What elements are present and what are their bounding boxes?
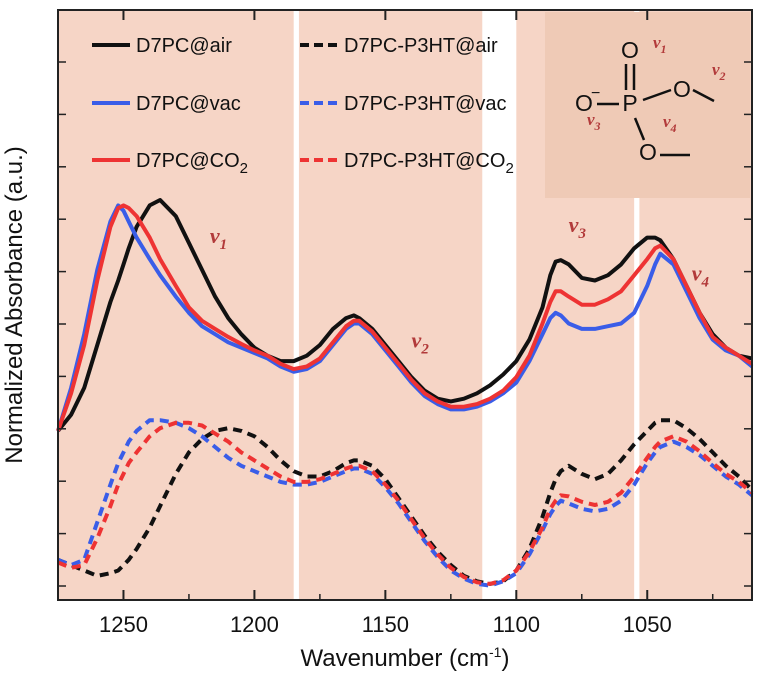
y-axis-title: Normalized Absorbance (a.u.) <box>1 146 28 463</box>
shaded-region-2 <box>298 10 483 600</box>
atom-o-top: O <box>621 37 639 63</box>
molecule-peak-label: v4 <box>663 112 677 135</box>
molecule-peak-label: v3 <box>587 110 601 133</box>
molecule-background <box>545 12 750 198</box>
atom-o-left: O <box>575 90 593 116</box>
legend: D7PC@air D7PC@vac D7PC@CO2 D7PC-P3HT@air D7P… <box>92 35 514 177</box>
x-tick-label: 1200 <box>230 612 279 637</box>
atom-o-right: O <box>673 76 691 102</box>
peak-label: v1 <box>210 223 227 253</box>
atom-o-bottom: O <box>639 139 657 165</box>
series-line-6 <box>57 420 754 586</box>
bond <box>692 88 715 103</box>
legend-label: D7PC@air <box>136 35 232 57</box>
legend-label: D7PC@vac <box>136 93 241 115</box>
x-axis-title: Wavenumber (cm-1) <box>301 644 510 672</box>
molecule-box <box>545 12 750 198</box>
axis-ticks: 1250 1200 1150 1100 1050 <box>57 10 752 637</box>
legend-label: D7PC-P3HT@vac <box>344 93 507 115</box>
series-line-5 <box>57 418 754 588</box>
legend-label: D7PC@CO2 <box>136 150 248 177</box>
shaded-region-1 <box>58 10 294 600</box>
x-tick-label: 1050 <box>623 612 672 637</box>
molecule-peak-label: v2 <box>712 60 726 83</box>
atom-p: P <box>622 90 637 116</box>
plot-frame <box>57 9 753 601</box>
series-layer <box>56 198 754 588</box>
legend-label: D7PC-P3HT@CO2 <box>344 150 514 177</box>
bond <box>633 117 646 141</box>
x-tick-label: 1250 <box>99 612 148 637</box>
peak-label: v3 <box>569 212 587 242</box>
peak-label: v4 <box>692 261 710 291</box>
peak-label: v2 <box>412 328 430 358</box>
x-tick-label: 1100 <box>493 612 540 637</box>
x-tick-label: 1150 <box>362 612 409 637</box>
peak-annotations: v1 v2 v3 v4 <box>210 212 710 357</box>
legend-label: D7PC-P3HT@air <box>344 35 498 57</box>
bond <box>642 88 672 102</box>
molecule-peak-label: v1 <box>653 33 667 56</box>
series-line-3 <box>56 203 754 432</box>
charge-sign: − <box>591 85 600 102</box>
